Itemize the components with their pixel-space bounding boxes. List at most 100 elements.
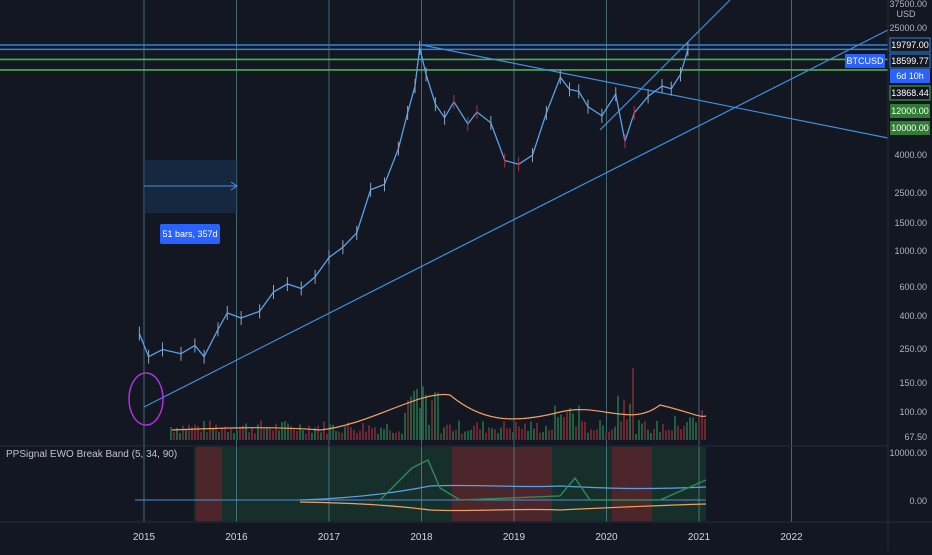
volume-bar	[209, 420, 211, 440]
volume-bar	[278, 430, 280, 440]
volume-bar	[398, 431, 400, 440]
volume-bar	[416, 388, 418, 440]
volume-bar	[569, 407, 571, 440]
volume-bar	[212, 428, 214, 440]
time-tick-label: 2022	[780, 532, 803, 543]
volume-bar	[377, 433, 379, 440]
volume-bar	[524, 423, 526, 440]
volume-bar	[635, 433, 637, 440]
volume-bar	[296, 430, 298, 440]
volume-bar	[176, 427, 178, 440]
volume-bar	[680, 429, 682, 440]
price-tick-label: 1500.00	[894, 218, 927, 228]
indicator-tick-label: 0.00	[909, 496, 927, 506]
volume-bar	[308, 425, 310, 440]
volume-bar	[185, 430, 187, 440]
time-tick-label: 2021	[688, 532, 711, 543]
indicator-tick-label: 10000.00	[889, 448, 927, 458]
volume-bar	[617, 395, 619, 440]
price-label-box	[889, 85, 931, 101]
volume-bar	[263, 427, 265, 440]
volume-bar	[386, 423, 388, 440]
volume-bar	[434, 392, 436, 440]
volume-bars	[170, 368, 706, 440]
time-tick-label: 2016	[225, 532, 248, 543]
price-tick-label: 400.00	[899, 311, 927, 321]
volume-bar	[236, 430, 238, 440]
time-axis[interactable]: 2015 2016 2017 2018 2019 2020 2021 2022	[133, 532, 803, 543]
volume-bar	[188, 424, 190, 440]
volume-bar	[374, 427, 376, 440]
volume-bar	[539, 432, 541, 440]
volume-bar	[311, 432, 313, 440]
volume-bar	[332, 424, 334, 440]
volume-bar	[194, 424, 196, 440]
volume-bar	[323, 421, 325, 440]
annotations: 51 bars, 357d	[128, 160, 238, 426]
volume-bar	[239, 427, 241, 440]
volume-bar	[284, 421, 286, 440]
volume-bar	[197, 426, 199, 440]
volume-bar	[326, 433, 328, 440]
price-label-box	[889, 37, 931, 53]
volume-bar	[299, 424, 301, 440]
volume-bar	[611, 429, 613, 440]
volume-bar	[368, 425, 370, 440]
volume-bar	[275, 423, 277, 440]
volume-bar	[602, 425, 604, 440]
volume-bar	[455, 429, 457, 440]
volume-bar	[317, 425, 319, 440]
volume-bar	[527, 430, 529, 440]
price-axis[interactable]: 37500.00 25000.00 12000.00 10000.00 4000.00 2…	[889, 0, 927, 506]
ascending-trendline	[143, 29, 889, 408]
indicator-lower-band	[299, 501, 707, 512]
volume-bar	[479, 429, 481, 440]
volume-bar	[515, 422, 517, 440]
volume-bar	[449, 424, 451, 440]
volume-bar	[452, 431, 454, 440]
volume-bar	[431, 400, 433, 440]
volume-bar	[470, 429, 472, 440]
indicator-histogram-line	[379, 459, 707, 501]
volume-bar	[266, 427, 268, 440]
volume-bar	[467, 430, 469, 440]
volume-bar	[509, 428, 511, 440]
volume-bar	[551, 429, 553, 440]
volume-bar	[314, 427, 316, 440]
price-label-text: 19797.00	[891, 40, 929, 50]
indicator-background	[194, 447, 706, 521]
volume-bar	[596, 429, 598, 440]
volume-bar	[440, 433, 442, 440]
volume-bar	[506, 428, 508, 440]
volume-bar	[269, 427, 271, 440]
volume-bar	[686, 421, 688, 440]
volume-bar	[473, 425, 475, 440]
volume-bar	[581, 421, 583, 440]
volume-bar	[215, 424, 217, 440]
volume-bar	[698, 418, 700, 440]
volume-bar	[464, 431, 466, 440]
price-series	[138, 40, 689, 364]
volume-bar	[248, 432, 250, 440]
price-tick-label: 600.00	[899, 282, 927, 292]
volume-bar	[371, 428, 373, 440]
volume-bar	[401, 433, 403, 440]
price-label-text: 12000.00	[891, 106, 929, 116]
volume-bar	[287, 423, 289, 440]
volume-bar	[650, 433, 652, 440]
volume-bar	[437, 392, 439, 440]
volume-bar	[512, 432, 514, 440]
volume-bar	[701, 410, 703, 440]
volume-bar	[329, 424, 331, 440]
volume-bar	[548, 430, 550, 440]
volume-bar	[170, 427, 172, 440]
volume-bar	[200, 431, 202, 440]
volume-bar	[503, 421, 505, 440]
volume-bar	[641, 423, 643, 440]
price-label-box	[845, 54, 885, 68]
price-tick-label: 37500.00	[889, 0, 927, 9]
currency-label: USD	[896, 9, 916, 19]
volume-bar	[362, 422, 364, 440]
volume-bar	[668, 429, 670, 440]
volume-bar	[428, 424, 430, 440]
